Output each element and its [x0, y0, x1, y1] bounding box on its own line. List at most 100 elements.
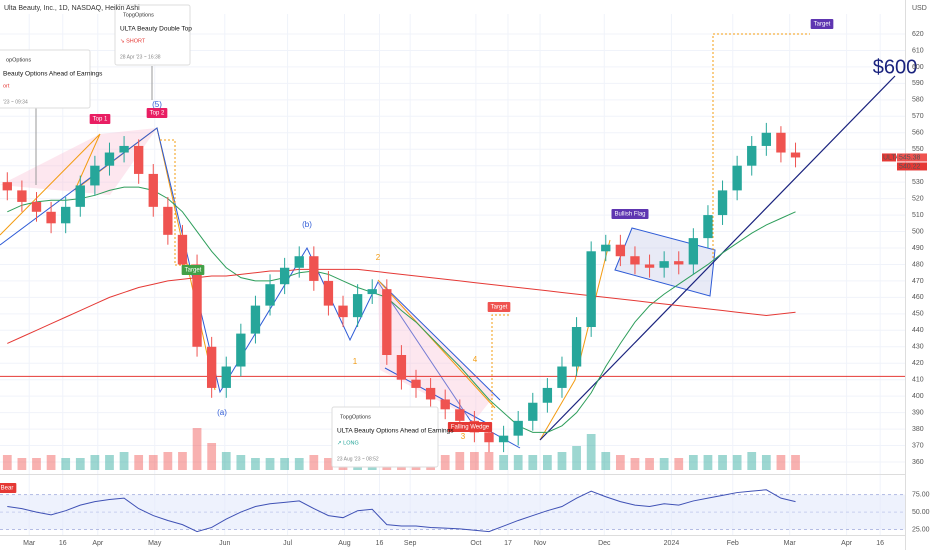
pane-divider	[0, 474, 905, 475]
moving-average	[7, 268, 796, 344]
candle-body	[688, 238, 699, 265]
candle-body	[674, 261, 684, 265]
x-tick-label: Apr	[92, 540, 104, 547]
y-tick-label: 460	[912, 294, 924, 301]
y-tick-label: 420	[912, 360, 924, 367]
candle-body	[236, 333, 246, 367]
candle-body	[411, 379, 421, 388]
pane-divider	[0, 535, 905, 536]
volume-bar	[645, 458, 654, 470]
y-tick-label: 610	[912, 47, 924, 54]
candle-body	[440, 399, 450, 410]
candle-body	[717, 190, 728, 216]
candle-body	[455, 409, 465, 421]
volume-bar	[148, 455, 158, 470]
y-tick-label: 25.00	[912, 526, 930, 533]
annotation-label: 4	[473, 355, 478, 364]
volume-bar	[309, 455, 319, 470]
candle-body	[323, 280, 334, 306]
annotation-label: $600	[873, 56, 918, 78]
price-tag	[897, 162, 927, 171]
x-tick-label: 16	[376, 540, 384, 547]
volume-bar	[630, 458, 640, 470]
card-time: 23 Aug '23 ~ 08:52	[337, 456, 379, 462]
candle-body	[294, 256, 304, 268]
x-tick-label: May	[148, 540, 162, 547]
volume-bar	[776, 455, 786, 470]
candle-body	[425, 387, 436, 400]
x-tick-label: Mar	[23, 540, 36, 547]
x-tick-label: 17	[504, 540, 512, 547]
candle-body	[659, 261, 669, 268]
candle-body	[177, 234, 188, 265]
annotation-label: Target	[185, 268, 202, 274]
annotation-label: Bear	[1, 486, 14, 492]
candle-body	[221, 366, 231, 388]
volume-bar	[470, 452, 479, 470]
candle-body	[90, 165, 100, 186]
candle-body	[644, 264, 655, 268]
candle-body	[747, 145, 757, 166]
candle-body	[382, 289, 392, 355]
y-tick-label: 490	[912, 245, 924, 252]
wedge-line	[379, 281, 501, 401]
candle-body	[396, 355, 407, 380]
card-title: ULTA Beauty Double Top	[120, 26, 192, 33]
x-tick-label: Dec	[598, 540, 611, 547]
card-brand: TopgOptions	[123, 12, 154, 18]
target-line	[712, 33, 810, 258]
axis-divider	[905, 0, 906, 550]
card-time: '23 ~ 09:34	[3, 99, 28, 105]
annotation-box	[810, 19, 834, 29]
volume-bar	[791, 455, 800, 470]
card-signal: ↗ LONG	[337, 440, 359, 446]
candle-body	[206, 346, 217, 388]
pole-line	[539, 239, 611, 441]
x-tick-label: Feb	[727, 540, 739, 547]
volume-bar	[761, 455, 771, 470]
candle-body	[790, 152, 801, 158]
double-top-zone	[0, 128, 157, 195]
annotation-box	[487, 302, 511, 312]
annotation-label: (a)	[217, 408, 227, 417]
x-tick-label: Mar	[784, 540, 797, 547]
volume-bar	[659, 458, 669, 470]
y-tick-label: 510	[912, 212, 924, 219]
volume-bar	[75, 458, 85, 470]
marks	[0, 122, 905, 533]
y-tick-label: 370	[912, 442, 924, 449]
volume-bar	[440, 455, 450, 470]
rsi-band	[0, 494, 905, 530]
x-tick-label: Jun	[219, 540, 230, 547]
volume-bar	[718, 455, 727, 470]
candle-body	[192, 264, 202, 347]
candle-body	[484, 432, 494, 443]
rsi-line	[7, 489, 796, 533]
y-tick-label: 480	[912, 261, 924, 268]
y-tick-label: 500	[912, 228, 924, 235]
y-tick-label: 560	[912, 130, 924, 137]
annotation-box	[146, 108, 168, 118]
card-brand: opOptions	[6, 57, 31, 63]
x-tick-label: Jul	[283, 540, 292, 547]
symbol-tag	[882, 153, 896, 162]
volume-bar	[265, 458, 275, 470]
volume-bar	[163, 452, 173, 470]
x-tick-label: Apr	[841, 540, 853, 547]
candle-body	[776, 132, 786, 153]
candle-body	[46, 211, 56, 224]
y-tick-label: 570	[912, 113, 924, 120]
candle-body	[309, 256, 319, 281]
x-tick-label: Aug	[338, 540, 351, 547]
x-tick-label: 16	[876, 540, 884, 547]
volume-bar	[192, 428, 202, 470]
candle-body	[601, 244, 611, 252]
card-title: Beauty Options Ahead of Earnings	[3, 71, 103, 78]
idea-card	[331, 406, 439, 468]
candle-body	[352, 294, 363, 318]
volume-bar	[119, 452, 129, 470]
candle-body	[630, 256, 640, 265]
volume-bar	[2, 455, 12, 470]
